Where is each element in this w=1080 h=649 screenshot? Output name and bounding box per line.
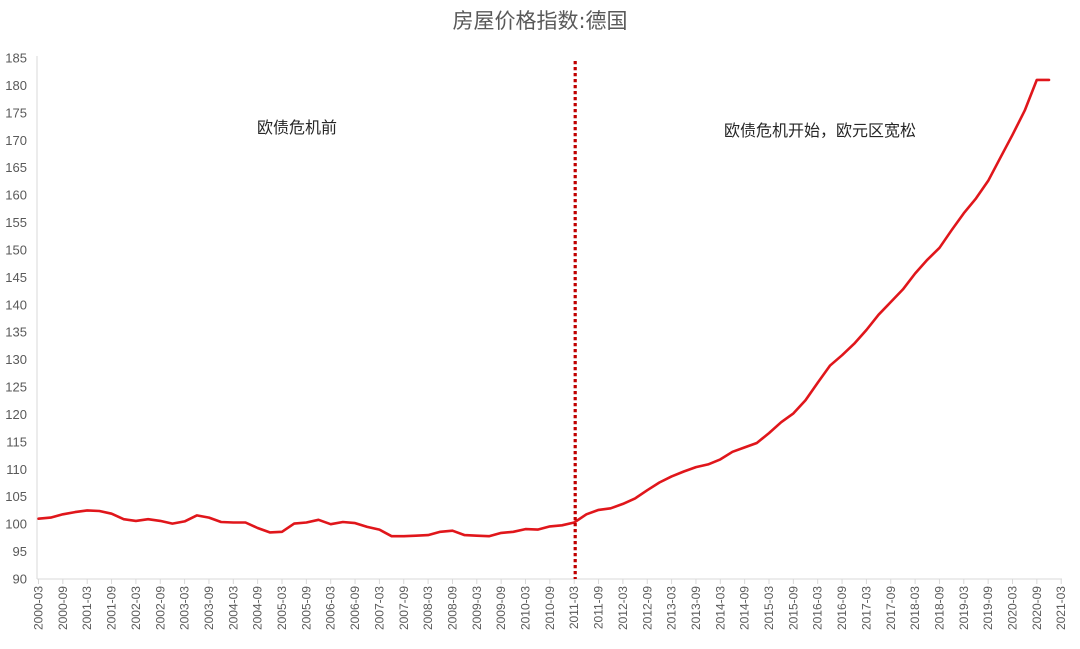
y-tick-label: 160: [5, 188, 27, 203]
y-axis: 90 95 100 105 110 115 120 125 130 135 140 145 150 155…: [5, 51, 38, 587]
x-tick-label: 2007-03: [372, 586, 386, 630]
x-tick-label: 2003-03: [178, 586, 192, 630]
annotation-crisis-easing: 欧债危机开始，欧元区宽松: [724, 121, 916, 140]
y-tick-label: 120: [5, 407, 27, 422]
x-tick-label: 2000-09: [56, 586, 70, 630]
x-tick-label: 2018-09: [932, 586, 946, 630]
x-tick-label: 2020-03: [1006, 586, 1020, 630]
x-axis: 2000-03 2000-09 2001-03 2001-09 2002-03 2002-…: [32, 578, 1068, 630]
x-tick-label: 2021-03: [1054, 586, 1068, 630]
y-tick-label: 115: [6, 434, 27, 449]
x-tick-label: 2019-03: [957, 586, 971, 630]
y-tick-label: 155: [5, 215, 27, 230]
x-tick-label: 2005-03: [275, 586, 289, 630]
x-tick-label: 2004-03: [226, 586, 240, 630]
y-tick-label: 90: [13, 572, 27, 587]
y-tick-label: 145: [5, 270, 27, 285]
x-tick-label: 2010-03: [519, 586, 533, 630]
x-tick-label: 2018-03: [908, 586, 922, 630]
y-tick-label: 140: [5, 297, 27, 312]
y-tick-label: 180: [5, 78, 27, 93]
x-tick-label: 2009-09: [494, 586, 508, 630]
x-tick-label: 2012-09: [640, 586, 654, 630]
x-tick-label: 2014-09: [738, 586, 752, 630]
x-tick-label: 2010-09: [543, 586, 557, 630]
y-tick-label: 185: [5, 51, 27, 66]
x-tick-label: 2008-09: [445, 586, 459, 630]
y-tick-label: 150: [5, 242, 27, 257]
y-tick-label: 175: [5, 105, 27, 120]
x-tick-label: 2005-09: [299, 586, 313, 630]
x-tick-label: 2015-03: [762, 586, 776, 630]
y-tick-label: 170: [5, 133, 27, 148]
x-tick-label: 2016-09: [835, 586, 849, 630]
x-tick-label: 2017-09: [884, 586, 898, 630]
x-tick-label: 2013-03: [665, 586, 679, 630]
y-tick-label: 95: [13, 544, 27, 559]
y-tick-label: 110: [6, 462, 27, 477]
x-tick-label: 2015-09: [786, 586, 800, 630]
x-tick-label: 2001-03: [80, 586, 94, 630]
series-line: [37, 78, 1051, 538]
x-tick-label: 2006-09: [348, 586, 362, 630]
x-tick-label: 2020-09: [1030, 586, 1044, 630]
x-tick-label: 2009-03: [470, 586, 484, 630]
x-tick-label: 2002-09: [153, 586, 167, 630]
annotation-before-crisis: 欧债危机前: [257, 118, 337, 137]
x-tick-label: 2019-09: [981, 586, 995, 630]
y-tick-label: 100: [5, 517, 27, 532]
y-tick-label: 165: [5, 160, 27, 175]
y-tick-label: 105: [5, 489, 27, 504]
x-tick-label: 2011-03: [567, 586, 581, 629]
x-tick-label: 2002-03: [129, 586, 143, 630]
x-tick-label: 2013-09: [689, 586, 703, 630]
x-tick-label: 2011-09: [592, 586, 606, 629]
x-tick-label: 2014-03: [713, 586, 727, 630]
y-tick-label: 135: [5, 325, 27, 340]
x-tick-label: 2008-03: [421, 586, 435, 630]
x-tick-label: 2006-03: [324, 586, 338, 630]
chart-title: 房屋价格指数:德国: [452, 9, 627, 33]
x-tick-label: 2016-03: [811, 586, 825, 630]
x-tick-label: 2001-09: [105, 586, 119, 630]
x-tick-label: 2012-03: [616, 586, 630, 630]
x-tick-label: 2000-03: [32, 586, 46, 630]
x-tick-label: 2017-03: [859, 586, 873, 630]
y-tick-label: 130: [5, 352, 27, 367]
x-tick-label: 2007-09: [397, 586, 411, 630]
series-layer: [37, 78, 1051, 538]
y-tick-label: 125: [5, 380, 27, 395]
x-tick-label: 2003-09: [202, 586, 216, 630]
x-tick-label: 2004-09: [251, 586, 265, 630]
